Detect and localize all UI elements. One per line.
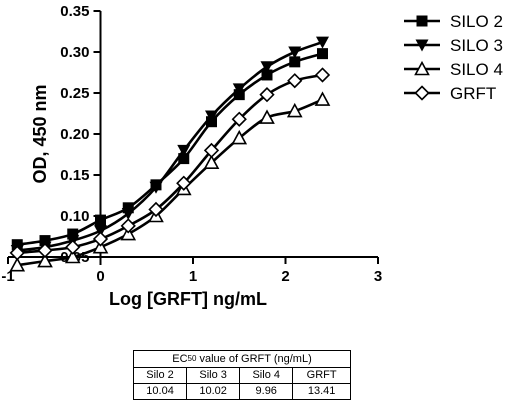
data-point-grft xyxy=(314,67,331,83)
data-point-silo-4 xyxy=(64,248,81,264)
y-axis-title: OD, 450 nm xyxy=(30,84,50,183)
data-markers xyxy=(9,36,331,272)
data-point-silo-2 xyxy=(261,69,273,81)
data-point-grft xyxy=(287,73,303,89)
table-header-cell: Silo 2 xyxy=(132,367,188,384)
data-point-silo-2 xyxy=(95,214,106,226)
y-tick-label: 0.10 xyxy=(60,208,89,225)
data-point-silo-3 xyxy=(316,36,329,49)
data-point-silo-3 xyxy=(149,181,163,194)
data-point-silo-4 xyxy=(9,257,26,272)
table-value-cell: 9.96 xyxy=(239,383,294,400)
data-point-silo-3 xyxy=(288,46,302,59)
data-point-silo-4 xyxy=(120,225,137,241)
data-point-grft xyxy=(176,175,192,191)
data-point-silo-3 xyxy=(121,208,135,221)
data-point-grft xyxy=(37,242,53,259)
y-tick-label: 0.15 xyxy=(60,167,89,184)
data-point-grft xyxy=(203,142,220,159)
caption-subscript: 50 xyxy=(187,354,197,363)
data-point-grft xyxy=(120,218,136,234)
y-tick-label: 0.35 xyxy=(60,3,89,20)
data-point-silo-3 xyxy=(94,225,107,238)
table-value-row: 10.04 10.02 9.96 13.41 xyxy=(132,383,351,400)
data-point-silo-2 xyxy=(178,153,190,165)
data-point-silo-4 xyxy=(231,129,248,145)
x-tick-label: 0 xyxy=(96,268,104,285)
data-point-silo-4 xyxy=(259,109,275,124)
data-point-grft xyxy=(259,87,275,103)
data-point-silo-3 xyxy=(177,144,191,157)
fit-curves xyxy=(17,40,323,267)
y-tick-label: 0.30 xyxy=(60,44,89,61)
data-point-silo-2 xyxy=(39,235,51,247)
data-point-silo-4 xyxy=(314,91,331,106)
data-point-grft xyxy=(9,245,25,261)
x-tick-label: 2 xyxy=(281,268,289,285)
table-value-cell: 10.02 xyxy=(186,383,241,400)
data-point-grft xyxy=(231,111,247,127)
ec50-table-caption: EC50 value of GRFT (ng/mL) xyxy=(133,350,351,368)
table-header-row: Silo 2 Silo 3 Silo 4 GRFT xyxy=(132,367,351,384)
x-axis-title: Log [GRFT] ng/mL xyxy=(109,289,267,309)
data-point-silo-2 xyxy=(317,48,328,60)
x-tick-label: -1 xyxy=(1,268,14,285)
data-point-silo-3 xyxy=(205,110,218,123)
y-tick-label: 0.20 xyxy=(60,126,89,143)
data-point-silo-4 xyxy=(203,154,220,169)
data-point-silo-3 xyxy=(260,61,274,74)
legend-marker-grft xyxy=(414,85,430,101)
data-point-silo-2 xyxy=(122,202,134,214)
table-value-cell: 10.04 xyxy=(132,383,188,400)
legend-marker-silo-2 xyxy=(416,15,428,27)
data-point-silo-3 xyxy=(232,83,246,96)
data-point-silo-4 xyxy=(37,252,53,268)
x-tick-label: 3 xyxy=(374,268,382,285)
legend-label-grft: GRFT xyxy=(450,84,496,103)
data-point-silo-2 xyxy=(11,239,23,251)
table-header-cell: GRFT xyxy=(292,367,351,384)
legend-label-silo-2: SILO 2 xyxy=(450,12,503,31)
y-tick-label: 0.25 xyxy=(60,85,89,102)
data-point-grft xyxy=(65,239,81,255)
table-header-cell: Silo 4 xyxy=(239,367,294,384)
data-point-silo-2 xyxy=(289,56,301,68)
data-point-grft xyxy=(148,201,164,218)
legend-marker-silo-3 xyxy=(415,39,429,52)
caption-suffix: value of GRFT (ng/mL) xyxy=(196,353,312,365)
ec50-table: EC50 value of GRFT (ng/mL) Silo 2 Silo 3… xyxy=(132,350,351,400)
legend-label-silo-3: SILO 3 xyxy=(450,36,503,55)
data-point-silo-2 xyxy=(67,228,79,240)
caption-prefix: EC xyxy=(172,353,188,365)
x-tick-label: 1 xyxy=(189,268,197,285)
data-point-grft xyxy=(92,231,109,247)
legend-label-silo-4: SILO 4 xyxy=(450,60,503,79)
table-value-cell: 13.41 xyxy=(292,383,351,400)
data-point-silo-4 xyxy=(92,238,109,254)
legend: SILO 2 SILO 3 SILO 4 GRFT xyxy=(404,12,503,103)
data-point-silo-4 xyxy=(286,102,303,118)
table-header-cell: Silo 3 xyxy=(186,367,241,384)
legend-marker-silo-4 xyxy=(414,60,430,76)
